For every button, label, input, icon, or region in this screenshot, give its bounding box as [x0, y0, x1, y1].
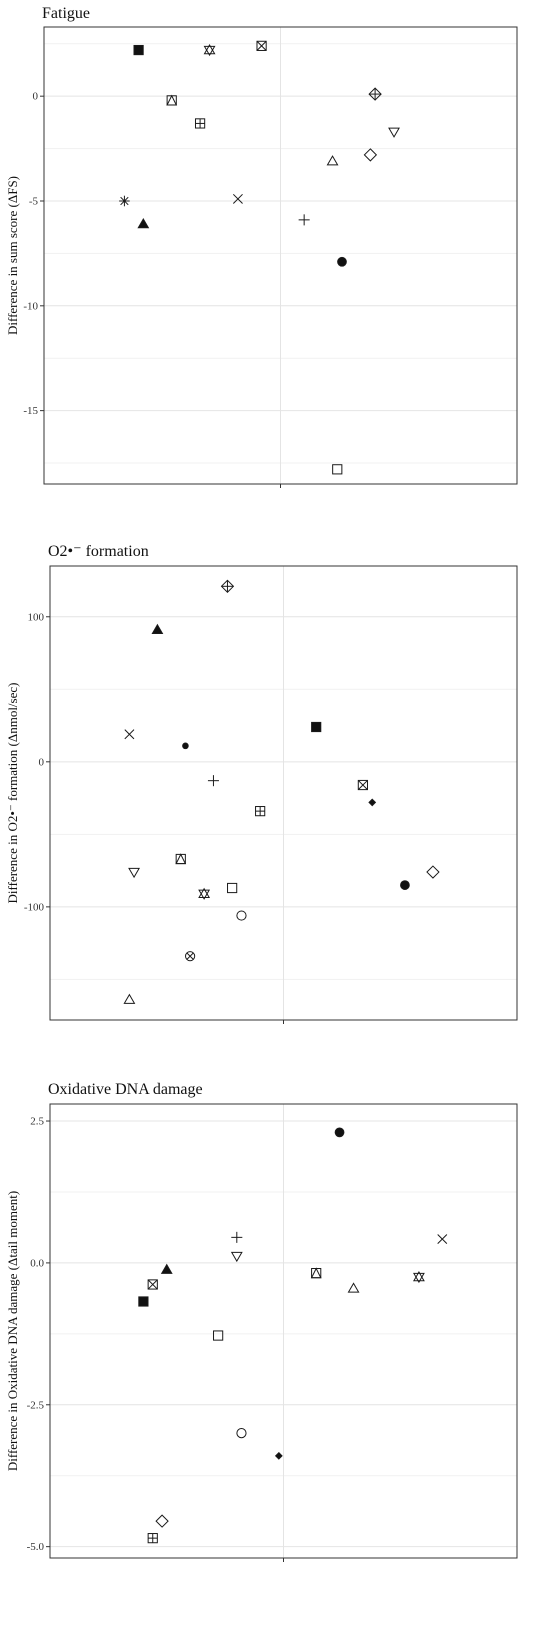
data-point-square-triangle: [166, 94, 178, 106]
data-point-circle-x: [185, 951, 196, 962]
y-tick-label: -15: [23, 405, 38, 417]
data-point-plus: [298, 214, 310, 226]
data-point-diamond-plus: [368, 87, 382, 101]
data-point-x: [124, 729, 135, 740]
data-point-triangle-down: [230, 1251, 243, 1263]
panel-border: [43, 26, 518, 485]
y-axis-label-fatigue: Difference in sum score (ΔFS): [5, 176, 20, 335]
panel-title-superoxide: O2•⁻ formation: [48, 543, 149, 560]
data-point-diamond-filled-small: [274, 1451, 283, 1460]
y-tick-label: 100: [28, 611, 45, 623]
data-point-diamond-filled-small: [368, 798, 377, 807]
data-point-square: [227, 882, 238, 894]
data-point-triangle-filled: [137, 217, 150, 229]
data-point-triangle-down: [128, 867, 140, 879]
gridlines: [44, 27, 517, 484]
data-point-diamond: [363, 148, 378, 162]
y-axis-label-dna-damage: Difference in Oxidative DNA damage (Δtai…: [5, 1191, 20, 1471]
data-point-square-filled: [133, 44, 144, 56]
data-point-triangle-filled: [151, 623, 164, 635]
superoxide-formation-panel: O2•⁻ formation Difference in O2•⁻ format…: [5, 543, 518, 1024]
data-point-circle-filled: [334, 1127, 345, 1138]
panel-title-dna-damage: Oxidative DNA damage: [48, 1081, 203, 1098]
data-point-square-triangle: [175, 853, 187, 865]
data-point-square-plus: [255, 806, 266, 817]
data-point-square-plus: [194, 118, 206, 129]
data-point-triangle-down: [388, 127, 400, 138]
y-tick-label: -10: [23, 300, 38, 312]
data-point-circle: [236, 1428, 247, 1439]
y-tick-label: -2.5: [27, 1399, 45, 1411]
data-point-x: [232, 193, 243, 204]
data-point-square-x: [256, 40, 267, 51]
y-tick-label: -5: [29, 195, 39, 207]
data-point-star-of-david: [198, 887, 211, 900]
data-point-circle-filled: [400, 880, 410, 890]
data-point-star-of-david: [203, 44, 216, 57]
data-point-triangle: [347, 1282, 360, 1293]
y-tick-label: 2.5: [30, 1116, 44, 1128]
gridlines: [50, 1104, 517, 1558]
y-tick-label: 0: [33, 91, 39, 103]
data-point-circle: [236, 910, 247, 921]
fatigue-panel: Fatigue Difference in sum score (ΔFS) 0 -…: [5, 5, 518, 488]
data-point-square: [332, 464, 343, 475]
data-point-triangle-filled: [160, 1263, 173, 1274]
data-point-diamond-plus: [220, 579, 235, 593]
oxidative-dna-damage-panel: Oxidative DNA damage Difference in Oxida…: [5, 1081, 518, 1562]
data-point-star-of-david: [413, 1271, 425, 1284]
data-point-diamond: [155, 1514, 169, 1528]
data-point-square-filled: [311, 721, 322, 733]
panel-border: [49, 1103, 518, 1559]
data-point-square-x: [147, 1279, 158, 1290]
y-tick-label: 0: [39, 756, 45, 768]
data-point-plus: [231, 1231, 243, 1243]
data-point-diamond: [426, 865, 440, 879]
data-point-square-x: [357, 779, 368, 791]
data-point-circle-filled-small: [182, 742, 189, 750]
data-point-square: [213, 1330, 224, 1341]
y-tick-label: -5.0: [27, 1541, 45, 1553]
data-point-asterisk: [119, 195, 130, 207]
gridlines: [50, 566, 517, 1020]
data-point-x: [437, 1234, 448, 1245]
data-point-square-plus: [147, 1533, 158, 1544]
data-point-square-triangle: [310, 1267, 322, 1279]
y-axis-label-superoxide: Difference in O2•⁻ formation (Δnmol/sec): [5, 683, 20, 904]
data-point-plus: [207, 775, 219, 787]
y-tick-label: -100: [24, 901, 45, 913]
data-point-circle-filled: [337, 256, 347, 267]
data-point-triangle: [326, 155, 339, 166]
data-point-square-filled: [138, 1296, 149, 1307]
panel-title-fatigue: Fatigue: [42, 5, 90, 22]
panel-border: [49, 565, 518, 1021]
y-tick-label: 0.0: [30, 1257, 44, 1269]
data-point-triangle: [123, 993, 136, 1004]
